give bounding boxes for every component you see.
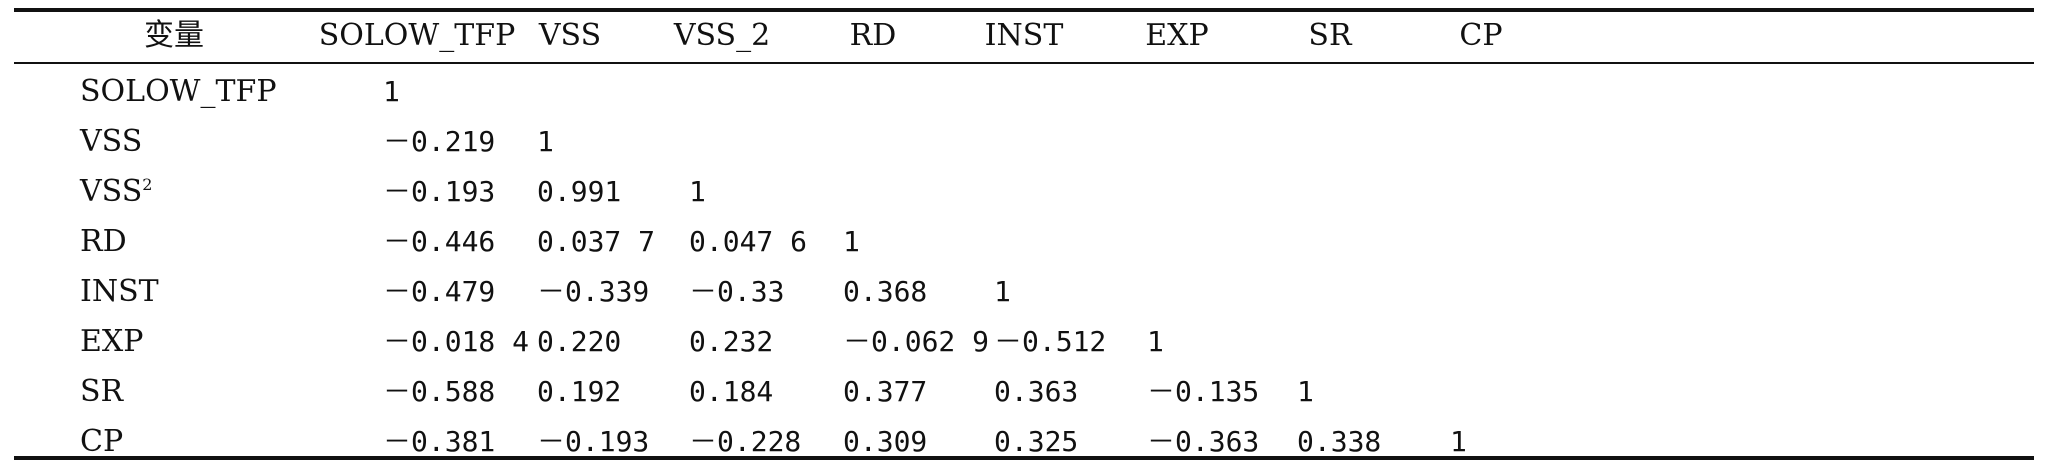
row-label: SR [80, 368, 123, 416]
table-cell: 0.232 [689, 325, 774, 358]
table-cell: －0.193 [383, 175, 496, 208]
table-bottom-rule [14, 456, 2034, 460]
row-label: VSS2 [80, 168, 152, 216]
row-label-text: INST [80, 274, 159, 309]
table-cell: 1 [383, 75, 400, 108]
table-cell: 0.991 [537, 175, 622, 208]
row-label-text: VSS [80, 174, 143, 209]
table-cell: 0.363 [994, 375, 1079, 408]
table-cell: 0.192 [537, 375, 622, 408]
table-cell: 1 [689, 175, 706, 208]
row-label-text: VSS [80, 124, 143, 159]
row-label-text: SR [80, 374, 124, 409]
row-label-text: CP [80, 424, 124, 459]
table-cell: 0.368 [843, 275, 928, 308]
table-cell: －0.479 [383, 275, 496, 308]
row-label-text: EXP [80, 324, 144, 359]
table-header-rule [14, 62, 2034, 64]
table-cell: －0.512 [994, 325, 1107, 358]
row-label: EXP [80, 318, 143, 366]
table-cell: 0.325 [994, 425, 1079, 458]
table-cell: －0.588 [383, 375, 496, 408]
row-label: RD [80, 218, 127, 266]
column-header: VSS_2 [673, 18, 771, 53]
row-label: SOLOW_TFP [80, 68, 277, 116]
column-header: CP [1459, 18, 1503, 53]
table-cell: 1 [537, 125, 554, 158]
column-header: VSS [538, 18, 602, 53]
table-cell: －0.193 [537, 425, 650, 458]
column-header: EXP [1145, 18, 1209, 53]
table-cell: 1 [1450, 425, 1467, 458]
correlation-table: 变量 SOLOW_TFP VSS VSS_2 RD INST EXP SR CP SOLOW_TF… [14, 8, 2034, 460]
table-cell: －0.363 [1147, 425, 1260, 458]
table-cell: －0.219 [383, 125, 496, 158]
table-cell: －0.339 [537, 275, 650, 308]
table-cell: 0.338 [1297, 425, 1382, 458]
column-header: SR [1308, 18, 1352, 53]
table-cell: 0.309 [843, 425, 928, 458]
table-cell: －0.135 [1147, 375, 1260, 408]
table-cell: 1 [1147, 325, 1164, 358]
row-label-superscript: 2 [142, 175, 153, 194]
row-label-text: SOLOW_TFP [80, 74, 277, 109]
table-cell: 0.377 [843, 375, 928, 408]
row-label: CP [80, 418, 123, 466]
table-cell: －0.446 [383, 225, 496, 258]
table-cell: 0.184 [689, 375, 774, 408]
table-cell: －0.228 [689, 425, 802, 458]
row-label-text: RD [80, 224, 127, 259]
column-header: INST [984, 18, 1064, 53]
row-label: VSS [80, 118, 142, 166]
table-cell: 0.047 6 [689, 225, 808, 258]
table-cell: －0.33 [689, 275, 785, 308]
table-cell: －0.062 9 [843, 325, 990, 358]
table-top-rule [14, 8, 2034, 12]
table-cell: 1 [843, 225, 860, 258]
row-label: INST [80, 268, 159, 316]
table-cell: －0.381 [383, 425, 496, 458]
column-header: 变量 [144, 18, 204, 53]
table-cell: 1 [1297, 375, 1314, 408]
table-cell: 0.220 [537, 325, 622, 358]
table-cell: 0.037 7 [537, 225, 656, 258]
column-header: RD [849, 18, 897, 53]
column-header: SOLOW_TFP [318, 18, 516, 53]
table-cell: －0.018 4 [383, 325, 530, 358]
table-cell: 1 [994, 275, 1011, 308]
